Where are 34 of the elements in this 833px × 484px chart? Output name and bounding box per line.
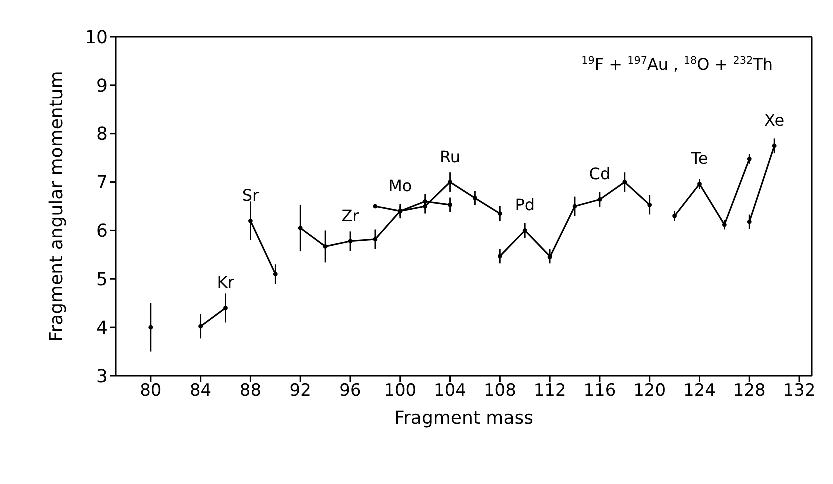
y-tick-label: 3	[96, 366, 108, 388]
y-axis-title: Fragment angular momentum	[46, 71, 68, 342]
y-tick-label: 4	[96, 318, 108, 339]
x-tick-label: 104	[434, 381, 467, 402]
annotation: Pd	[515, 196, 536, 215]
x-tick-label: 108	[484, 381, 516, 402]
annotation: $^{19}$F + $^{197}$Au , $^{18}$O + $^{232}$Th	[582, 55, 773, 74]
annotation: Te	[690, 149, 708, 168]
x-tick-label: 88	[240, 381, 262, 402]
y-tick-label: 6	[96, 221, 108, 242]
x-tick-label: 116	[584, 381, 616, 402]
annotation: Cd	[589, 164, 611, 184]
annotation: Mo	[388, 176, 412, 196]
annotation: Zr	[342, 206, 360, 226]
x-tick-label: 100	[384, 381, 417, 402]
x-tick-label: 132	[783, 381, 816, 402]
y-tick-label: 9	[96, 76, 108, 97]
y-tick-label: 8	[96, 124, 108, 146]
x-tick-label: 128	[733, 381, 766, 402]
annotation: Kr	[217, 273, 235, 292]
y-tick-label: 7	[96, 172, 108, 194]
x-axis-title: Fragment mass	[394, 408, 534, 429]
x-tick-label: 84	[190, 381, 212, 402]
y-tick-label: 10	[85, 27, 108, 48]
x-tick-label: 96	[340, 381, 362, 402]
x-tick-label: 112	[534, 381, 566, 402]
x-tick-label: 92	[290, 381, 312, 402]
annotation: Ru	[440, 147, 461, 166]
y-tick-label: 5	[96, 270, 108, 291]
x-tick-label: 120	[634, 381, 666, 402]
x-tick-label: 80	[140, 381, 162, 402]
annotation: Sr	[242, 186, 260, 206]
x-tick-label: 124	[684, 381, 716, 402]
annotation: Xe	[764, 110, 785, 130]
